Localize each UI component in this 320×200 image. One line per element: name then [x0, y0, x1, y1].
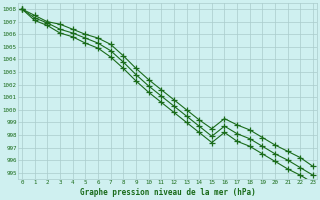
X-axis label: Graphe pression niveau de la mer (hPa): Graphe pression niveau de la mer (hPa)	[80, 188, 255, 197]
